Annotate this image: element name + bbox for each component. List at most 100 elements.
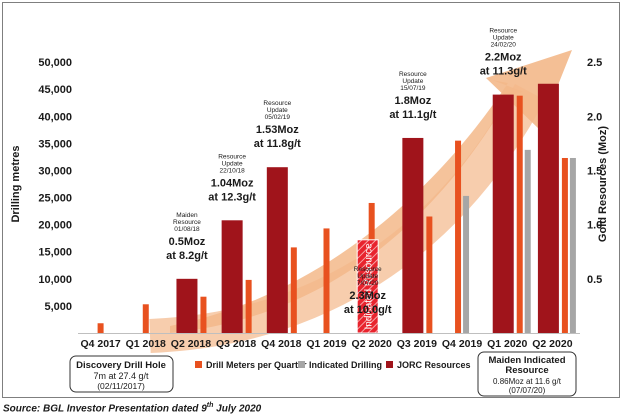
y2-tick-label: 2.0: [587, 111, 602, 123]
resource-grade-label: at 8.2g/t: [166, 250, 208, 262]
y-tick-label: 35,000: [38, 138, 72, 150]
resource-update-label: Update: [402, 78, 423, 85]
drill-bar: [455, 140, 462, 333]
resource-ounces-label: 1.53Moz: [256, 124, 299, 136]
resource-update-label: 22/10/18: [219, 167, 245, 174]
growth-arrow-head: [486, 50, 572, 130]
indicated-callout-title: Resource: [505, 365, 548, 376]
x-tick-label: Q1 2020: [487, 338, 527, 350]
source-prefix: Source: BGL Investor Presentation dated …: [3, 403, 207, 415]
x-tick-label: Q4 2017: [80, 338, 120, 350]
x-tick-label: Q4 2019: [442, 338, 482, 350]
resource-update-label: Resource: [263, 100, 291, 107]
resource-ounces-label: 1.04Moz: [211, 177, 254, 189]
discovery-callout-line: 7m at 27.4 g/t: [93, 371, 149, 381]
legend-swatch: [298, 361, 305, 368]
resource-update-label: Update: [267, 107, 288, 114]
x-tick-label: Q1 2019: [306, 338, 346, 350]
source-suffix: July 2020: [213, 403, 262, 415]
legend-label: Indicated Drilling: [309, 360, 382, 370]
indicated-callout-box: [477, 351, 577, 397]
y-tick-label: 5,000: [44, 301, 72, 313]
drill-bar: [200, 296, 207, 333]
resource-update-label: Update: [493, 35, 514, 42]
legend-swatch: [386, 361, 393, 368]
legend-label: JORC Resources: [397, 360, 471, 370]
source-note: Source: BGL Investor Presentation dated …: [3, 402, 261, 414]
indicated-drilling-bar: [463, 195, 470, 333]
x-tick-label: Q3 2019: [397, 338, 437, 350]
resource-grade-label: at 12.3g/t: [208, 191, 256, 203]
drill-bar: [323, 228, 330, 333]
y-tick-label: 50,000: [38, 57, 72, 69]
y2-tick-label: 0.5: [587, 274, 602, 286]
growth-arrow-body: [149, 83, 545, 353]
discovery-callout-box: [69, 355, 174, 393]
discovery-callout-date: (02/11/2017): [97, 381, 145, 391]
source-sup: th: [206, 402, 214, 409]
y-tick-label: 30,000: [38, 165, 72, 177]
jorc-bar: [176, 278, 198, 333]
resource-grade-label: at 11.1g/t: [389, 109, 436, 121]
resource-ounces-label: 0.5Moz: [169, 236, 206, 248]
chart-canvas: 5,000 10,000 15,000 20,000 25,000 30,000 35,00…: [10, 28, 609, 397]
indicated-callout-title: Maiden Indicated: [488, 355, 565, 366]
resource-grade-label: at 10.0g/t: [344, 304, 392, 316]
jorc-bar: [537, 83, 559, 333]
drill-bar: [516, 95, 523, 333]
drill-bar: [426, 216, 433, 333]
x-tick-label: Q3 2018: [216, 338, 256, 350]
resource-update-label: Resource: [218, 153, 246, 160]
x-tick-label: Q2 2020: [352, 338, 392, 350]
resource-update-label: 15/07/19: [400, 85, 426, 92]
resource-update-label: 05/02/19: [265, 114, 291, 121]
y2-tick-label: 1.5: [587, 165, 602, 177]
resource-update-label: 24/02/20: [491, 42, 517, 49]
y-tick-label: 10,000: [38, 274, 72, 286]
chart-frame: [2, 2, 620, 398]
y2-axis-title: Gold Resources (Moz): [597, 126, 609, 242]
x-tick-label: Q1 2018: [126, 338, 166, 350]
indicated-callout-line: 0.86Moz at 11.6 g/t: [493, 377, 562, 386]
drill-bar: [97, 323, 104, 333]
drill-bar: [561, 157, 568, 333]
y-tick-label: 45,000: [38, 84, 72, 96]
resource-update-label: Maiden: [176, 212, 198, 219]
x-tick-label: Q2 2018: [171, 338, 211, 350]
y2-tick-label: 1.0: [587, 220, 602, 232]
jorc-bar: [266, 167, 288, 333]
drill-bar: [245, 279, 252, 333]
drill-bar: [142, 304, 149, 333]
resource-update-label: Update: [357, 273, 378, 280]
resource-ounces-label: 2.3Moz: [349, 290, 386, 302]
resource-update-label: Resource: [399, 71, 427, 78]
jorc-bar: [492, 94, 514, 333]
resource-update-label: Resource: [354, 266, 382, 273]
resource-ounces-label: 2.2Moz: [485, 52, 522, 64]
y-tick-label: 15,000: [38, 247, 72, 259]
resource-ounces-label: 1.8Moz: [395, 95, 432, 107]
resource-grade-label: at 11.3g/t: [480, 66, 527, 78]
resource-update-label: Resource: [489, 28, 517, 35]
y-tick-label: 20,000: [38, 220, 72, 232]
indicated-resource-label: Indicated Resource: [364, 243, 375, 330]
y2-tick-label: 2.5: [587, 57, 602, 69]
jorc-bar: [402, 137, 424, 333]
indicated-drilling-bar: [569, 157, 576, 333]
y-axis-title: Drilling metres: [10, 145, 22, 222]
resource-grade-label: at 11.8g/t: [254, 138, 301, 150]
resource-update-label: 01/08/18: [174, 226, 200, 233]
y-tick-label: 40,000: [38, 111, 72, 123]
x-tick-label: Q4 2018: [261, 338, 301, 350]
legend-label: Drill Meters per Quarter: [206, 360, 307, 370]
drill-bar: [290, 247, 297, 333]
y-tick-label: 25,000: [38, 193, 72, 205]
indicated-callout-date: (07/07/20): [509, 386, 546, 395]
resource-update-label: Update: [222, 160, 243, 167]
legend-swatch: [195, 361, 202, 368]
resource-update-label: Resource: [173, 219, 201, 226]
resource-update-label: 7/07/20: [357, 280, 379, 287]
x-tick-label: Q2 2020: [532, 338, 572, 350]
indicated-drilling-bar: [524, 149, 531, 333]
jorc-bar: [221, 220, 243, 333]
